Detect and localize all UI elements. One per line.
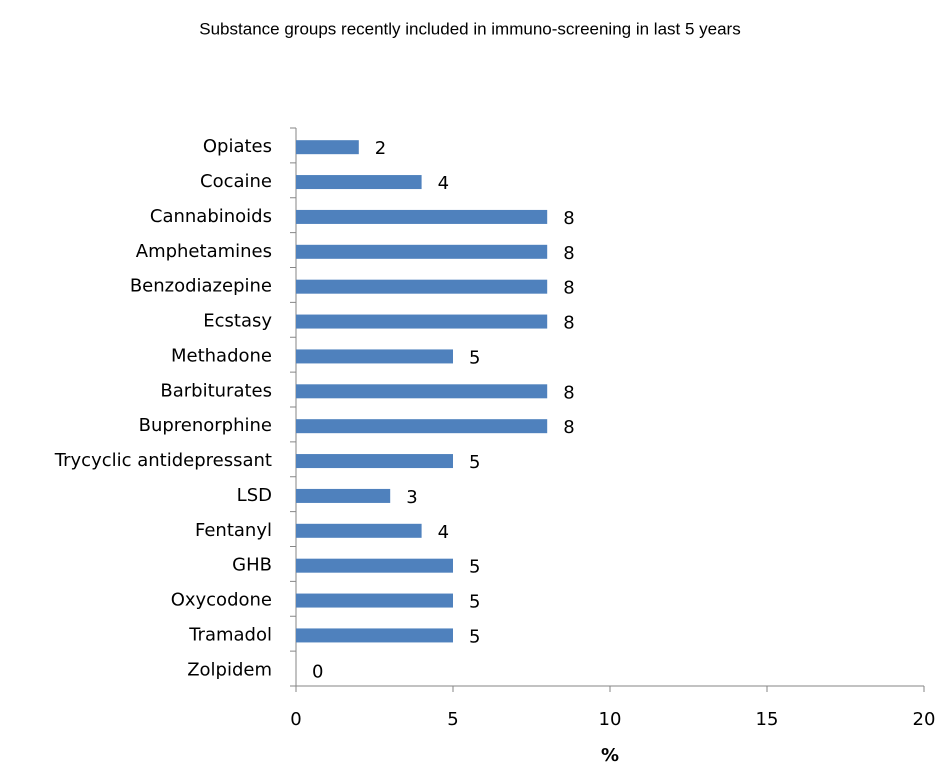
x-axis-label: %: [601, 745, 619, 763]
y-tick-label: Zolpidem: [187, 659, 272, 680]
y-tick-label: Buprenorphine: [139, 415, 272, 436]
y-tick-label: LSD: [237, 485, 272, 506]
y-tick-label: Fentanyl: [195, 520, 272, 541]
x-tick-label: 5: [447, 709, 458, 730]
y-tick-label: Oxycodone: [171, 590, 272, 611]
x-tick-label: 0: [290, 709, 301, 730]
bar: [296, 314, 548, 329]
data-label: 8: [563, 243, 574, 264]
bar: [296, 628, 453, 643]
data-label: 8: [563, 417, 574, 438]
data-label: 8: [563, 278, 574, 299]
bar: [296, 209, 548, 224]
bar: [296, 384, 548, 399]
data-label: 2: [375, 138, 386, 159]
data-label: 4: [438, 522, 449, 543]
bar: [296, 349, 453, 364]
data-label: 4: [438, 173, 449, 194]
data-label: 5: [469, 347, 480, 368]
y-tick-label: Ecstasy: [203, 311, 272, 332]
x-tick-label: 10: [599, 709, 622, 730]
bar: [296, 279, 548, 294]
bar: [296, 419, 548, 434]
data-label: 8: [563, 382, 574, 403]
data-label: 3: [406, 487, 417, 508]
y-tick-label: Barbiturates: [160, 380, 272, 401]
bar: [296, 140, 359, 155]
chart-title: Substance groups recently included in im…: [199, 19, 740, 38]
y-tick-label: Tramadol: [188, 624, 272, 645]
y-tick-label: Methadone: [171, 345, 272, 366]
data-label: 5: [469, 626, 480, 647]
bar: [296, 454, 453, 469]
y-tick-label: Opiates: [203, 136, 272, 157]
data-label: 5: [469, 452, 480, 473]
y-tick-label: Trycyclic antidepressant: [54, 450, 272, 471]
x-tick-label: 20: [913, 709, 936, 730]
bar: [296, 593, 453, 608]
data-label: 8: [563, 313, 574, 334]
bar: [296, 523, 422, 538]
y-tick-label: GHB: [232, 555, 272, 576]
y-tick-label: Cannabinoids: [150, 206, 272, 227]
y-tick-label: Amphetamines: [136, 241, 272, 262]
x-tick-label: 15: [756, 709, 779, 730]
bar: [296, 488, 391, 503]
data-label: 5: [469, 557, 480, 578]
bar: [296, 244, 548, 259]
data-label: 8: [563, 208, 574, 229]
bar: [296, 558, 453, 573]
data-label: 0: [312, 661, 323, 682]
y-tick-label: Cocaine: [200, 171, 272, 192]
data-label: 5: [469, 592, 480, 613]
bar: [296, 175, 422, 190]
y-tick-label: Benzodiazepine: [130, 276, 272, 297]
